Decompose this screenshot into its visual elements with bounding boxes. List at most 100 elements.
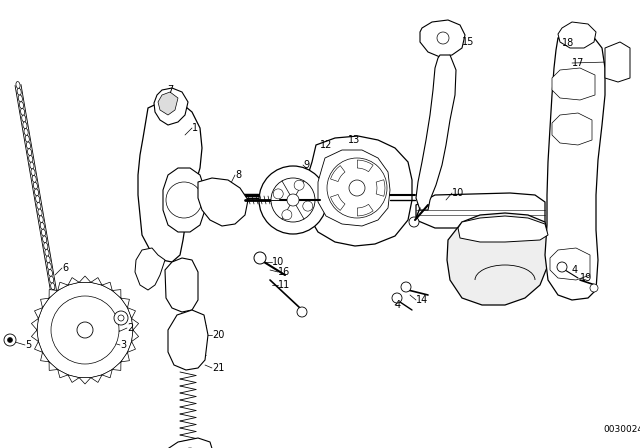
Polygon shape [376,180,385,196]
Polygon shape [79,378,91,384]
Polygon shape [545,32,605,300]
Polygon shape [138,100,202,262]
Ellipse shape [33,182,37,189]
Ellipse shape [29,155,33,162]
Polygon shape [458,216,548,242]
Text: 16: 16 [278,267,291,277]
Circle shape [51,296,119,364]
Ellipse shape [19,102,24,108]
Ellipse shape [43,236,47,243]
Polygon shape [31,330,38,341]
Ellipse shape [51,283,55,290]
Text: 8: 8 [235,170,241,180]
Polygon shape [127,308,136,319]
Polygon shape [135,248,165,290]
Text: 6: 6 [62,263,68,273]
Ellipse shape [17,88,21,95]
Polygon shape [40,298,49,308]
Ellipse shape [39,216,44,223]
Circle shape [4,334,16,346]
Circle shape [303,201,313,211]
Text: 15: 15 [462,37,474,47]
Polygon shape [416,55,456,210]
Circle shape [327,158,387,218]
Polygon shape [550,248,590,280]
Text: 13: 13 [348,135,360,145]
Circle shape [557,262,567,272]
Circle shape [392,293,402,303]
Circle shape [401,282,411,292]
Ellipse shape [19,95,22,102]
Circle shape [590,284,598,292]
Ellipse shape [30,162,34,169]
Ellipse shape [22,115,26,122]
Polygon shape [68,278,79,285]
Text: 11: 11 [278,280,291,290]
Ellipse shape [59,330,63,337]
Circle shape [273,189,284,199]
Polygon shape [49,289,58,298]
Circle shape [114,311,128,325]
Polygon shape [165,258,198,312]
Polygon shape [68,375,79,383]
Polygon shape [166,438,214,448]
Text: 3: 3 [120,340,126,350]
Ellipse shape [35,189,38,196]
Polygon shape [35,308,42,319]
Polygon shape [198,178,248,226]
Ellipse shape [32,176,36,182]
Polygon shape [40,352,49,362]
Ellipse shape [23,122,27,129]
Ellipse shape [49,269,52,276]
Polygon shape [357,204,373,216]
Ellipse shape [36,196,40,202]
Polygon shape [102,282,112,290]
Circle shape [254,252,266,264]
Circle shape [437,32,449,44]
Text: 19: 19 [580,273,592,283]
Ellipse shape [40,223,44,229]
Ellipse shape [46,256,50,263]
Polygon shape [121,298,129,308]
Circle shape [409,217,419,227]
Polygon shape [552,68,595,100]
Text: 4: 4 [572,265,578,275]
Text: 12: 12 [320,140,332,150]
Polygon shape [357,160,373,172]
Text: 7: 7 [167,85,173,95]
Polygon shape [416,193,545,228]
Ellipse shape [25,135,29,142]
Polygon shape [102,370,112,378]
Ellipse shape [44,242,48,250]
Polygon shape [163,168,205,232]
Polygon shape [447,213,550,305]
Polygon shape [132,319,139,330]
Polygon shape [605,42,630,82]
Circle shape [77,322,93,338]
Polygon shape [91,278,102,285]
Ellipse shape [47,263,51,270]
Circle shape [297,307,307,317]
Ellipse shape [58,323,61,330]
Circle shape [118,315,124,321]
Text: 00300243: 00300243 [603,426,640,435]
Ellipse shape [56,316,61,323]
Ellipse shape [16,82,20,88]
Text: 18: 18 [562,38,574,48]
Circle shape [259,166,327,234]
Polygon shape [112,362,121,370]
Text: 17: 17 [572,58,584,68]
Polygon shape [318,150,390,226]
Circle shape [349,180,365,196]
Ellipse shape [38,209,42,216]
Ellipse shape [54,303,58,310]
Polygon shape [49,362,58,370]
Polygon shape [154,88,188,125]
Polygon shape [420,20,465,57]
Polygon shape [158,92,178,115]
Ellipse shape [53,296,57,303]
Polygon shape [35,341,42,352]
Polygon shape [58,370,68,378]
Polygon shape [132,330,139,341]
Circle shape [271,178,315,222]
